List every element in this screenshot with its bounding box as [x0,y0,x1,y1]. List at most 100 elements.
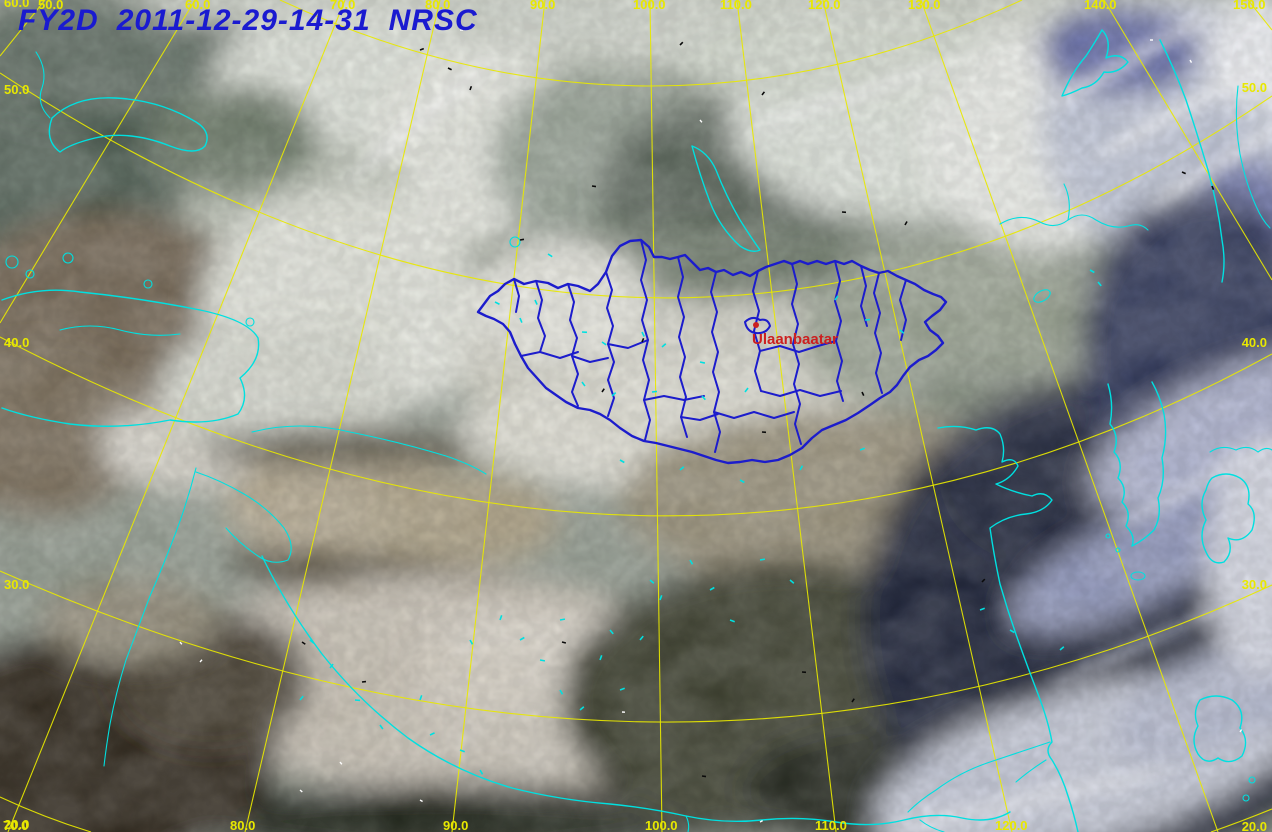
amur-estuary-coast [1061,29,1129,97]
speck-mark [329,663,334,669]
mongolia-province-borders-element [860,265,868,327]
meridian-line [920,0,1219,832]
mongolia-province-borders-element [571,355,609,363]
lake-hulun-outline [1033,289,1051,303]
mongolia-province-borders-element [710,271,721,453]
speck-mark [309,639,315,644]
speck-mark [539,659,546,662]
ulaanbaatar-city-label: Ulaanbaatar [752,331,838,348]
speck-mark [649,579,655,584]
river-line [59,325,181,336]
mongolia-province-borders-element [760,389,842,397]
mongolia-province-borders-element [520,351,579,359]
speck-mark [599,655,603,661]
graticule-label: 30.0 [4,577,29,592]
speck-mark [559,618,566,621]
himalaya-front-line [261,555,1011,826]
speck-mark [459,749,465,753]
kyushu-coast [1201,473,1255,564]
graticule-label: 50.0 [1242,80,1267,95]
parallel-line [0,796,92,832]
mountain-lake-contour [195,471,292,563]
graticule-label: 60.0 [4,0,29,10]
okhotsk-coast [1159,39,1225,283]
river-line [685,815,690,832]
speck-mark [651,390,658,393]
speck-mark [744,387,749,393]
graticule-label: 40.0 [1242,335,1267,350]
indus-river [103,467,197,767]
speck-mark [499,615,503,621]
graticule-label: 50.0 [4,82,29,97]
meridian-line [0,0,46,57]
graticule-label: 80.0 [230,818,255,832]
speck-mark [851,698,855,703]
agency-name: NRSC [388,4,478,37]
graticule-label: 100.0 [633,0,666,12]
mongolia-province-borders-element [607,339,649,349]
graticule-label: 100.0 [645,818,678,832]
meridian-line [822,0,1013,832]
mongolia-province-borders-element [752,270,762,392]
satellite-name: FY2D [18,4,99,37]
speck-mark [641,338,645,343]
speck-mark [981,578,986,583]
small-lake [509,236,521,248]
mongolia-province-borders-element [643,395,705,401]
speck-mark [547,253,553,258]
speck-mark [299,789,303,793]
speck-mark [641,331,645,337]
graticule-label: 70.0 [330,0,355,12]
speck-mark [1181,171,1186,175]
mongolia-province-borders-element [680,413,719,421]
speck-mark [581,381,586,387]
speck-mark [601,341,607,346]
speck-mark [611,392,617,397]
graticule-label: 50.0 [38,0,63,12]
island-dot [1248,776,1256,784]
china-east-coast [937,425,1079,832]
jeju-island [1130,571,1146,581]
image-title: FY2D 2011-12-29-14-31 NRSC [18,4,478,38]
speck-mark [859,447,865,451]
meridian-line [1247,0,1272,31]
meridian-line [1103,0,1272,281]
mongolia-province-borders-element [899,279,907,341]
graticule-label: 130.0 [908,0,941,12]
speck-mark [679,466,685,471]
graticule-label: 80.0 [425,0,450,12]
graticule-label: 40.0 [4,335,29,350]
small-lake [25,269,35,279]
meridian-line [0,0,196,324]
graticule-label: 120.0 [808,0,841,12]
speck-mark [759,558,766,561]
amur-river [999,214,1149,231]
river-line [35,51,51,119]
graticule-label: 150.0 [1233,0,1266,12]
mongolia-province-borders-element [791,263,802,445]
speck-mark [861,391,865,396]
speck-mark [519,636,525,641]
ulaanbaatar-city-dot [753,322,759,328]
river-line [1063,183,1070,221]
mongolia-province-borders-element [759,340,837,353]
coastlines-layer [1,29,1272,832]
speck-mark [739,479,745,484]
speck-mark [789,579,795,584]
small-lake [5,255,19,269]
speck-mark [519,238,525,241]
yangtze-river [907,741,1051,813]
speck-mark [429,732,435,736]
speck-mark [639,635,644,641]
lake-balkhash-outline [48,97,208,153]
ulaanbaatar-enclave-border [744,316,771,335]
speck-mark [419,799,423,803]
speck-mark [179,641,183,645]
graticule-label: 90.0 [443,818,468,832]
speck-mark [469,85,473,91]
parallel-line [0,72,1272,299]
korea-coast [1107,381,1167,547]
